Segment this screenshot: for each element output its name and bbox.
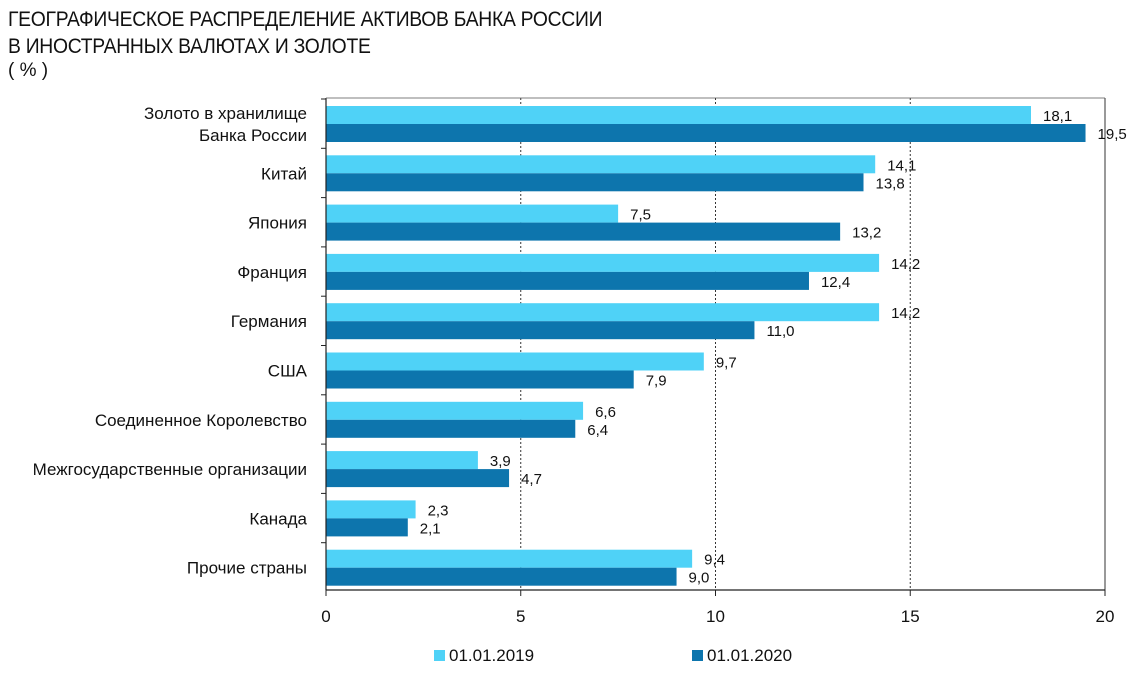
value-label-series1-7: 3,9 [490, 453, 511, 470]
category-label-1: Китай [261, 164, 307, 183]
bar-series1-2 [326, 204, 619, 223]
legend-label-2: 01.01.2020 [707, 646, 792, 665]
value-label-series1-0: 18,1 [1043, 108, 1072, 125]
value-label-series2-1: 13,8 [876, 175, 905, 192]
value-label-series2-3: 12,4 [821, 274, 850, 291]
value-label-series2-9: 9,0 [689, 570, 710, 587]
bar-series2-8 [326, 518, 408, 537]
chart-title-line-1: ГЕОГРАФИЧЕСКОЕ РАСПРЕДЕЛЕНИЕ АКТИВОВ БАН… [8, 8, 603, 31]
chart-units: ( % ) [8, 60, 49, 81]
bar-series1-7 [326, 451, 478, 470]
value-label-series1-3: 14,2 [891, 256, 920, 273]
value-label-series2-5: 7,9 [646, 373, 667, 390]
bar-series2-9 [326, 567, 677, 586]
chart-title-line-2: В ИНОСТРАННЫХ ВАЛЮТАХ И ЗОЛОТЕ [8, 35, 371, 58]
value-label-series1-2: 7,5 [630, 207, 651, 224]
bar-series1-1 [326, 155, 876, 174]
category-label-2: Япония [248, 214, 307, 233]
value-label-series1-4: 14,2 [891, 305, 920, 322]
value-label-series2-2: 13,2 [852, 225, 881, 242]
value-label-series2-8: 2,1 [420, 520, 441, 537]
bar-series2-2 [326, 222, 841, 241]
bar-series2-3 [326, 271, 809, 290]
bar-series2-6 [326, 419, 576, 438]
legend-swatch-1 [434, 650, 445, 661]
bar-series1-6 [326, 401, 584, 420]
legend-swatch-2 [692, 650, 703, 661]
bar-series2-1 [326, 173, 864, 192]
value-label-series2-6: 6,4 [587, 422, 608, 439]
x-tick-label-5: 5 [516, 607, 525, 626]
bar-series1-4 [326, 303, 880, 322]
bar-series1-8 [326, 500, 416, 519]
value-label-series2-0: 19,5 [1098, 126, 1127, 143]
legend-label-1: 01.01.2019 [449, 646, 534, 665]
category-label-6: Соединенное Королевство [95, 411, 307, 430]
bar-series1-5 [326, 352, 704, 371]
value-label-series1-9: 9,4 [704, 552, 725, 569]
x-tick-label-15: 15 [901, 607, 920, 626]
chart-title: ГЕОГРАФИЧЕСКОЕ РАСПРЕДЕЛЕНИЕ АКТИВОВ БАН… [8, 6, 602, 60]
bar-series1-9 [326, 549, 693, 568]
bar-series2-0 [326, 124, 1086, 142]
category-label-9: Прочие страны [187, 559, 307, 578]
bar-series2-5 [326, 370, 634, 389]
category-label-4: Германия [231, 312, 307, 331]
category-label-5: США [268, 362, 308, 381]
value-label-series1-1: 14,1 [887, 157, 916, 174]
bar-series2-7 [326, 469, 510, 488]
x-tick-label-20: 20 [1096, 607, 1115, 626]
value-label-series1-6: 6,6 [595, 404, 616, 421]
category-label-7: Межгосударственные организации [33, 460, 307, 479]
value-label-series1-5: 9,7 [716, 355, 737, 372]
bar-series1-0 [326, 106, 1031, 124]
x-tick-label-0: 0 [321, 607, 330, 626]
bar-series2-4 [326, 321, 755, 340]
category-label-0: Золото в хранилище Банка России [144, 104, 307, 145]
x-tick-label-10: 10 [706, 607, 725, 626]
category-label-8: Канада [249, 509, 307, 528]
value-label-series1-8: 2,3 [428, 502, 449, 519]
value-label-series2-7: 4,7 [521, 471, 542, 488]
value-label-series2-4: 11,0 [766, 323, 794, 340]
bar-series1-3 [326, 253, 880, 272]
category-label-3: Франция [237, 263, 307, 282]
